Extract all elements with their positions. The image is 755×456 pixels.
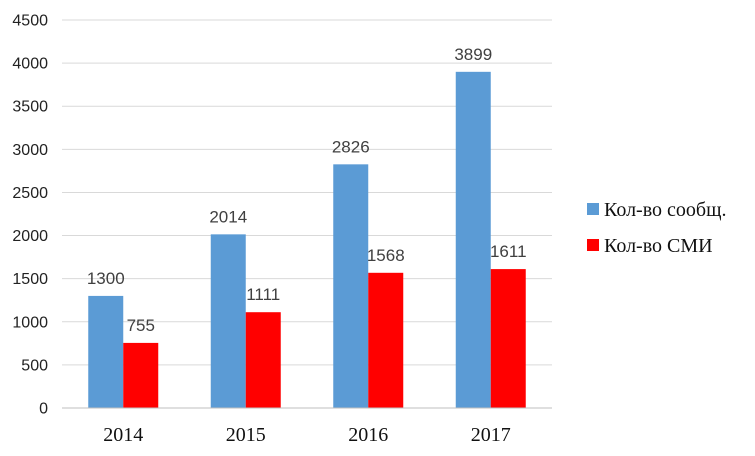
y-tick-label: 3000 xyxy=(12,142,48,159)
x-tick-label: 2015 xyxy=(226,424,266,446)
x-axis-tick-labels: 2014 2015 2016 2017 xyxy=(103,424,511,446)
data-label: 2826 xyxy=(332,137,370,156)
y-tick-label: 1500 xyxy=(12,271,48,288)
data-label: 1300 xyxy=(87,269,125,288)
bar xyxy=(333,164,369,408)
data-labels: 1300 755 2014 1111 2826 1568 3899 1611 xyxy=(87,45,527,335)
gridlines xyxy=(62,19,552,366)
bar xyxy=(210,234,246,408)
y-tick-label: 1000 xyxy=(12,314,48,331)
y-tick-label: 0 xyxy=(39,401,48,418)
data-label: 1611 xyxy=(490,242,527,261)
bar xyxy=(368,272,404,408)
legend: Кол-во сообщ. Кол-во СМИ xyxy=(587,199,726,257)
y-axis-tick-labels: 0 500 1000 1500 2000 2500 3000 3500 4000 4500 xyxy=(12,13,48,418)
data-label: 2014 xyxy=(209,207,247,226)
y-tick-label: 4000 xyxy=(12,56,48,73)
x-tick-label: 2016 xyxy=(348,424,388,446)
legend-swatch xyxy=(587,203,599,215)
legend-swatch xyxy=(587,239,599,251)
data-label: 1568 xyxy=(367,246,405,265)
y-tick-label: 3500 xyxy=(12,99,48,116)
x-tick-label: 2017 xyxy=(471,424,511,446)
bar xyxy=(123,342,159,408)
bar xyxy=(88,295,124,408)
data-label: 3899 xyxy=(454,45,492,64)
y-tick-label: 2500 xyxy=(12,185,48,202)
bar xyxy=(490,269,526,408)
data-label: 1111 xyxy=(246,285,280,304)
bars xyxy=(88,71,526,409)
legend-label: Кол-во СМИ xyxy=(604,235,713,257)
data-label: 755 xyxy=(127,316,155,335)
y-tick-label: 500 xyxy=(21,357,48,374)
bar xyxy=(455,71,491,409)
y-tick-label: 2000 xyxy=(12,228,48,245)
y-tick-label: 4500 xyxy=(12,13,48,30)
x-tick-label: 2014 xyxy=(103,424,143,446)
bar xyxy=(245,312,281,408)
legend-label: Кол-во сообщ. xyxy=(604,199,726,221)
